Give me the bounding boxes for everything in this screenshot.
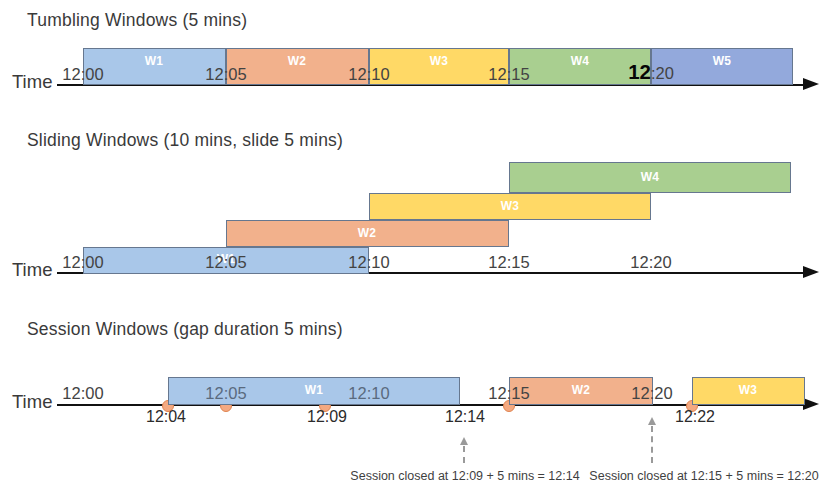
window-label: W4 bbox=[641, 170, 660, 184]
window-label: W2 bbox=[358, 226, 377, 240]
axis-tick: 12:15 bbox=[488, 384, 529, 403]
axis-tick: 12:10 bbox=[348, 65, 389, 84]
axis-tick: 12:00 bbox=[62, 253, 103, 272]
dashed-arrow-up-icon bbox=[460, 437, 468, 445]
window-label: W2 bbox=[572, 383, 591, 397]
window-label: W4 bbox=[571, 54, 590, 68]
axis-tick: 12:05 bbox=[205, 65, 246, 84]
time-axis-label: Time bbox=[12, 391, 52, 413]
window-label: W3 bbox=[430, 54, 449, 68]
axis-tick: 12:00 bbox=[62, 384, 103, 403]
dashed-arrow-line bbox=[651, 426, 653, 463]
window-label: W3 bbox=[739, 383, 758, 397]
window-label: W2 bbox=[288, 54, 307, 68]
section-title-tumbling: Tumbling Windows (5 mins) bbox=[27, 10, 247, 31]
section-title-sliding: Sliding Windows (10 mins, slide 5 mins) bbox=[27, 130, 343, 151]
axis-tick-emphasized: 12:20 bbox=[628, 60, 674, 84]
axis-tick: 12:20 bbox=[631, 384, 672, 403]
window-label: W5 bbox=[713, 54, 732, 68]
session-closed-annotation: Session closed at 12:09 + 5 mins = 12:14 bbox=[350, 469, 579, 483]
axis-arrowhead-icon bbox=[803, 78, 819, 90]
axis-arrowhead-icon bbox=[803, 398, 819, 410]
dashed-arrow-line bbox=[463, 446, 465, 463]
axis-arrowhead-icon bbox=[803, 266, 819, 278]
dashed-arrow-up-icon bbox=[648, 417, 656, 425]
session-closed-annotation: Session closed at 12:15 + 5 mins = 12:20 bbox=[589, 469, 818, 483]
axis-tick: 12:20 bbox=[630, 253, 671, 272]
window-label: W3 bbox=[501, 199, 520, 213]
session-event-time-label: 12:22 bbox=[675, 408, 715, 426]
axis-tick: 12:00 bbox=[62, 65, 103, 84]
section-title-session: Session Windows (gap duration 5 mins) bbox=[27, 319, 343, 340]
time-axis-label: Time bbox=[12, 71, 52, 93]
axis-tick: 12:10 bbox=[348, 253, 389, 272]
axis-tick-emphasized-hour: 12 bbox=[628, 60, 651, 83]
session-event-time-label: 12:04 bbox=[146, 408, 186, 426]
windowing-diagram: Tumbling Windows (5 mins) Time W1 W2 W3 … bbox=[0, 0, 829, 498]
axis-tick-emphasized-minutes: :20 bbox=[651, 64, 674, 82]
axis-tick: 12:15 bbox=[488, 65, 529, 84]
window-label: W1 bbox=[305, 383, 324, 397]
session-event-time-label: 12:09 bbox=[307, 408, 347, 426]
axis-tick: 12:05 bbox=[205, 384, 246, 403]
window-label: W1 bbox=[145, 54, 164, 68]
axis-tick: 12:10 bbox=[348, 384, 389, 403]
axis-tick: 12:15 bbox=[488, 253, 529, 272]
axis-tick: 12:05 bbox=[205, 253, 246, 272]
time-axis-label: Time bbox=[12, 259, 52, 281]
session-event-time-label: 12:14 bbox=[445, 408, 485, 426]
